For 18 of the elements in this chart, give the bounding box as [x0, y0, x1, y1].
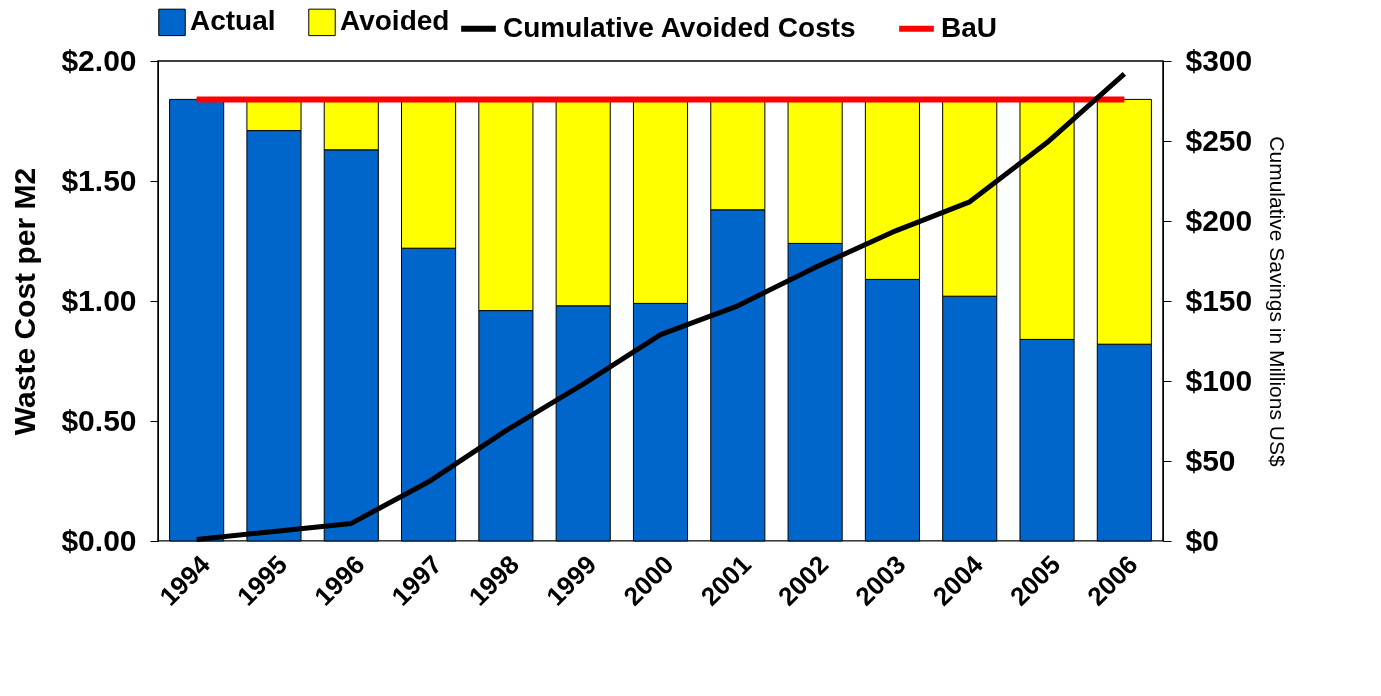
y2-tick-label: $0	[1185, 523, 1219, 557]
y2-axis-title: Cumulative Savings in Millions US$	[1266, 136, 1290, 467]
y2-tick-label: $300	[1185, 43, 1253, 77]
legend-label: BaU	[941, 11, 998, 43]
y-axis-title: Waste Cost per M2	[8, 167, 42, 436]
y-tick-label: $1.00	[61, 283, 137, 317]
y2-tick-label: $100	[1185, 363, 1253, 397]
legend-label: Cumulative Avoided Costs	[503, 11, 856, 43]
y2-tick-label: $200	[1185, 203, 1253, 237]
y2-tick-label: $50	[1185, 443, 1236, 477]
y-tick-label: $2.00	[61, 43, 137, 77]
y2-tick-label: $250	[1185, 123, 1253, 157]
y-tick-label: $0.00	[61, 523, 137, 557]
y-tick-label: $0.50	[61, 403, 137, 437]
legend-label: Avoided	[340, 5, 450, 37]
legend-label: Actual	[190, 5, 276, 37]
y2-tick-label: $150	[1185, 283, 1253, 317]
y-tick-label: $1.50	[61, 163, 137, 197]
